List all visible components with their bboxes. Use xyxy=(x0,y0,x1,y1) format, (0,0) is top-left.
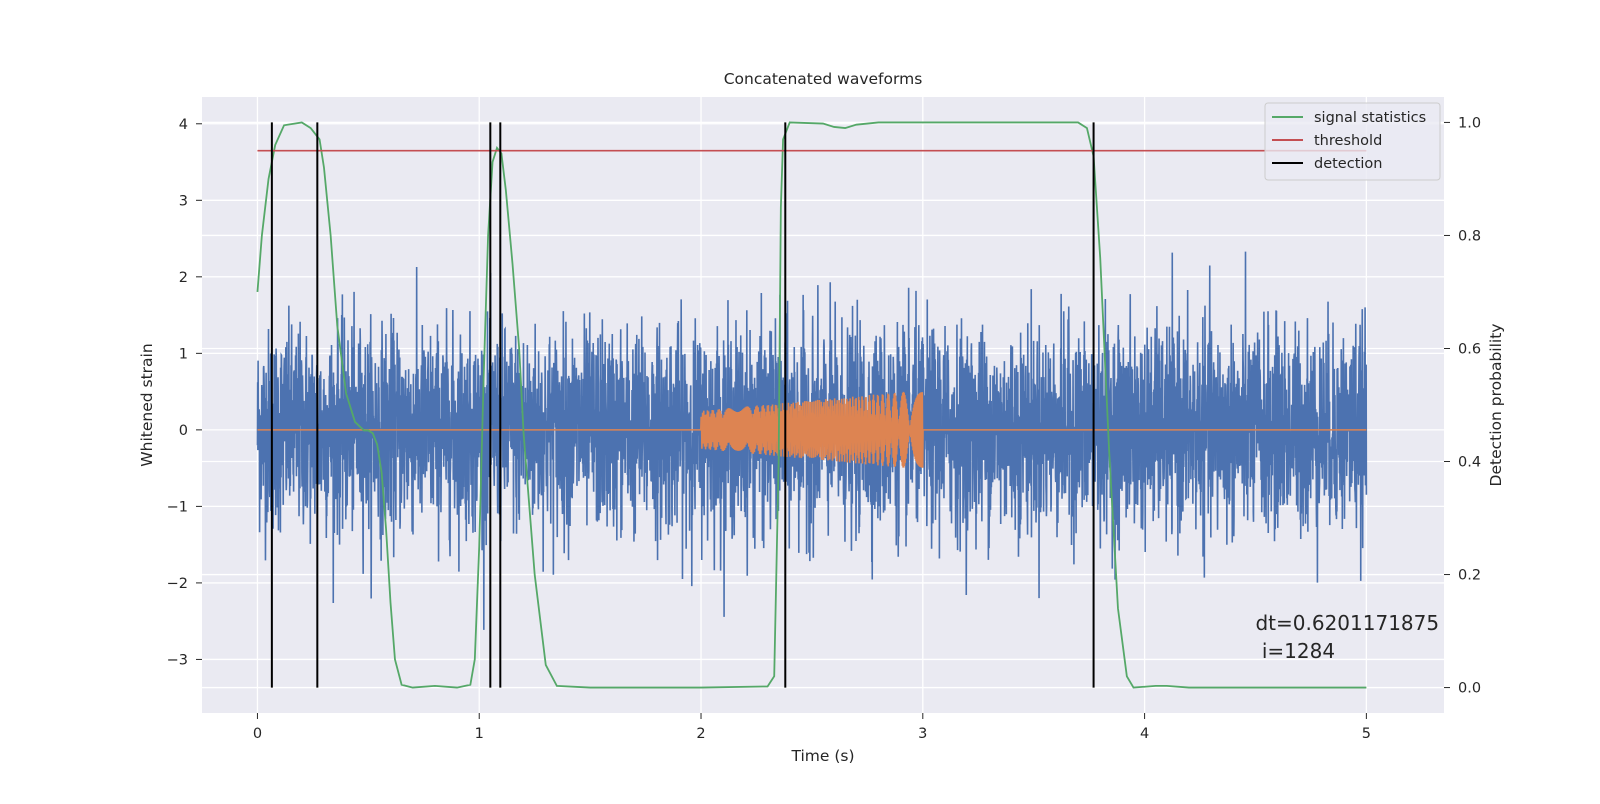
left-tick-label: 1 xyxy=(179,346,188,362)
x-tick-label: 5 xyxy=(1362,726,1371,742)
left-tick-label: 4 xyxy=(179,117,188,133)
right-tick-label: 0.2 xyxy=(1458,568,1481,584)
series-layer xyxy=(256,121,1368,689)
legend-label: detection xyxy=(1314,156,1382,172)
x-axis-ticks: 0 1 2 3 4 5 xyxy=(253,713,1371,742)
series-injected-signal xyxy=(257,391,1367,468)
right-tick-label: 0.4 xyxy=(1458,455,1481,471)
x-tick-label: 0 xyxy=(253,726,262,742)
right-tick-label: 0.0 xyxy=(1458,681,1481,697)
chart-title: Concatenated waveforms xyxy=(724,70,923,88)
x-tick-label: 3 xyxy=(918,726,927,742)
left-tick-label: −2 xyxy=(167,576,188,592)
left-tick-label: −1 xyxy=(167,499,188,515)
legend-label: signal statistics xyxy=(1314,110,1426,126)
x-tick-label: 1 xyxy=(475,726,484,742)
right-tick-label: 0.8 xyxy=(1458,228,1481,244)
legend-box xyxy=(1264,102,1441,181)
y-axis-label-left: Whitened strain xyxy=(138,343,156,466)
left-tick-label: 3 xyxy=(179,193,188,209)
annotation-dt: dt=0.6201171875 xyxy=(1255,611,1439,635)
left-tick-label: 0 xyxy=(179,423,188,439)
legend: signal statistics threshold detection xyxy=(1264,102,1441,181)
left-axis-ticks: −3 −2 −1 0 1 2 3 4 xyxy=(167,117,202,668)
right-tick-label: 1.0 xyxy=(1458,115,1481,131)
annotation-index: i=1284 xyxy=(1255,639,1335,663)
series-signal-statistics xyxy=(256,121,1367,689)
x-axis-label: Time (s) xyxy=(790,747,854,765)
y-axis-label-right: Detection probability xyxy=(1487,324,1505,487)
x-tick-label: 2 xyxy=(696,726,705,742)
right-axis-ticks: 0.0 0.2 0.4 0.6 0.8 1.0 xyxy=(1444,115,1481,697)
right-tick-label: 0.6 xyxy=(1458,341,1481,357)
left-tick-label: 2 xyxy=(179,270,188,286)
left-tick-label: −3 xyxy=(167,652,188,668)
x-tick-label: 4 xyxy=(1140,726,1149,742)
legend-label: threshold xyxy=(1314,133,1382,149)
